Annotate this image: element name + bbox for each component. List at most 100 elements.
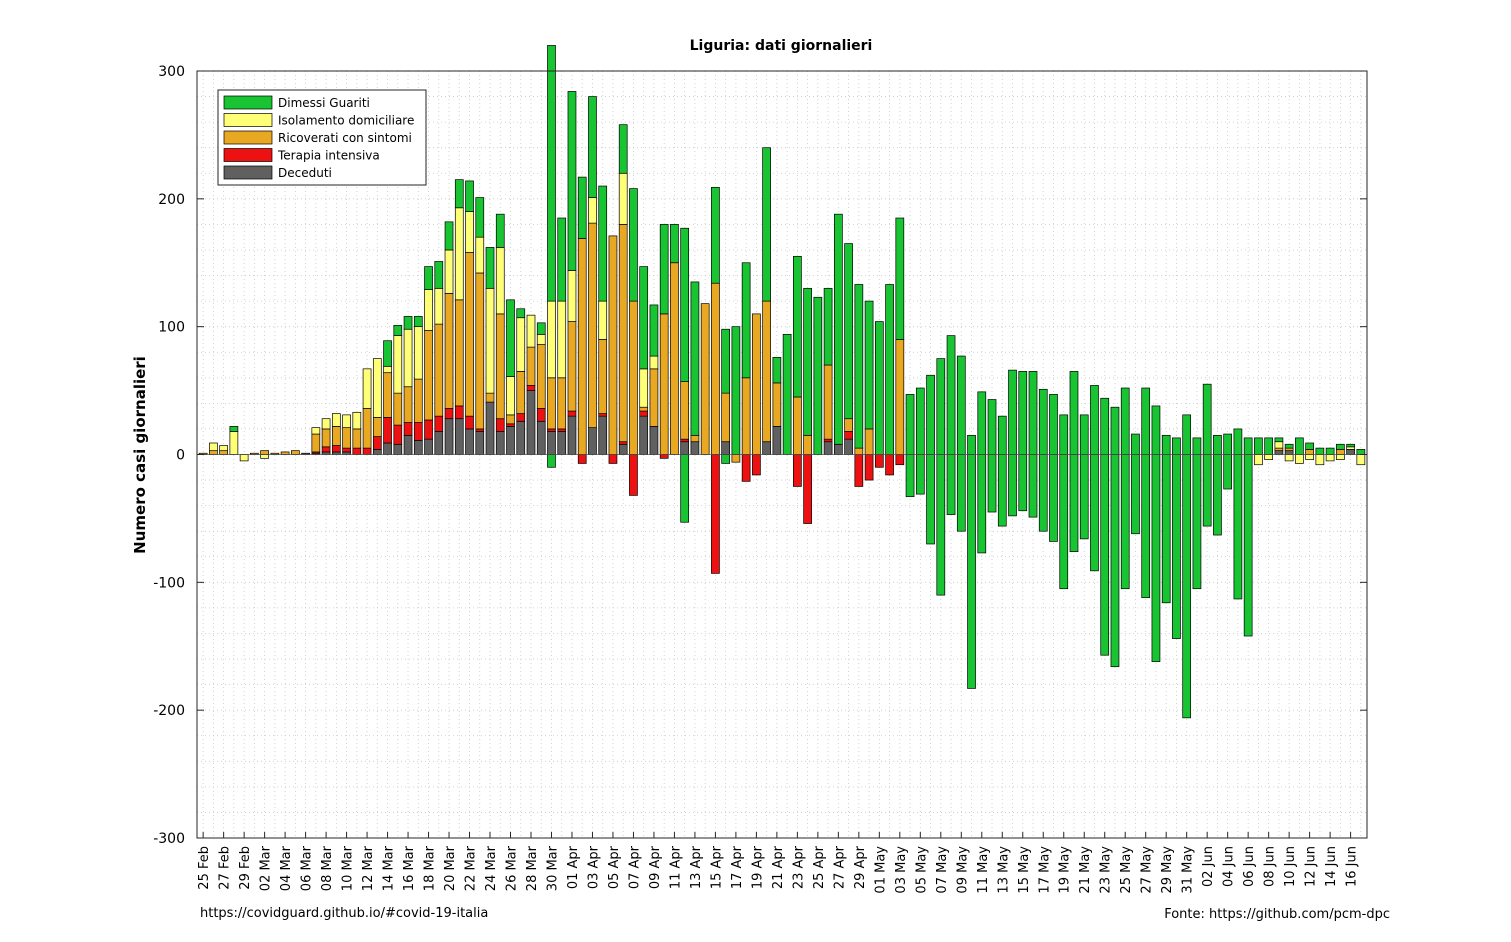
bar-dimessi-guariti [926, 454, 935, 545]
bar-terapia-intensiva [659, 454, 669, 459]
bar-dimessi-guariti [680, 227, 690, 382]
y-axis-label: Numero casi giornalieri [131, 356, 149, 554]
x-tick-label: 07 May [935, 846, 950, 894]
legend-swatch [223, 148, 273, 162]
bar-ricoverati [506, 414, 515, 425]
y-tick-label: 100 [158, 320, 185, 336]
bar-dimessi-guariti [1090, 385, 1099, 455]
x-tick-label: 14 Jun [1324, 846, 1339, 887]
x-tick-label: 03 May [894, 846, 909, 894]
x-tick-label: 06 Mar [300, 845, 315, 891]
bar-isolamento [260, 454, 269, 459]
bar-deceduti [465, 428, 474, 455]
bar-ricoverati [342, 427, 351, 449]
bar-ricoverati [516, 371, 526, 414]
bar-ricoverati [711, 282, 720, 455]
x-tick-label: 24 Mar [484, 845, 499, 891]
bar-deceduti [454, 418, 464, 455]
bar-terapia-intensiva [424, 419, 433, 440]
bar-dimessi-guariti [598, 185, 608, 302]
bar-dimessi-guariti [1243, 454, 1253, 637]
legend-label: Deceduti [278, 166, 332, 180]
bar-terapia-intensiva [403, 422, 413, 436]
bar-ricoverati [895, 339, 905, 455]
bar-dimessi-guariti [823, 287, 833, 366]
x-tick-label: 26 Mar [505, 845, 520, 891]
bars [197, 45, 1367, 719]
bar-isolamento [403, 328, 413, 388]
bar-isolamento [536, 333, 546, 345]
x-tick-label: 29 Apr [853, 845, 868, 889]
bar-isolamento [1254, 454, 1263, 466]
bar-ricoverati [752, 313, 761, 455]
bar-terapia-intensiva [372, 436, 382, 450]
x-tick-label: 23 May [1099, 846, 1114, 894]
x-tick-label: 27 Feb [218, 846, 233, 890]
bar-dimessi-guariti [383, 340, 392, 367]
bar-dimessi-guariti [905, 454, 915, 498]
bar-dimessi-guariti [895, 217, 905, 340]
x-tick-label: 25 May [1119, 846, 1134, 894]
bar-dimessi-guariti [782, 333, 792, 455]
bar-isolamento [1295, 454, 1304, 464]
bar-ricoverati [362, 408, 372, 449]
bar-dimessi-guariti [1346, 443, 1355, 448]
bar-isolamento [434, 287, 444, 325]
x-tick-label: 15 May [1017, 846, 1032, 894]
bar-dimessi-guariti [618, 124, 628, 174]
bar-isolamento [1336, 454, 1345, 460]
bar-dimessi-guariti [946, 335, 956, 455]
bar-ricoverati [495, 313, 505, 420]
bar-dimessi-guariti [793, 256, 802, 398]
bar-ricoverati [803, 434, 812, 455]
bar-ricoverati [844, 418, 853, 432]
bar-deceduti [475, 431, 485, 455]
bar-dimessi-guariti [1192, 454, 1202, 590]
x-tick-label: 30 Mar [545, 845, 560, 891]
bar-dimessi-guariti [1151, 454, 1161, 662]
bar-isolamento [1284, 454, 1294, 462]
bar-dimessi-guariti [690, 281, 700, 436]
bar-terapia-intensiva [711, 454, 720, 574]
bar-terapia-intensiva [629, 454, 638, 496]
legend-label: Isolamento domiciliare [278, 114, 414, 128]
bar-isolamento [588, 197, 597, 224]
bar-terapia-intensiva [598, 413, 608, 417]
bar-dimessi-guariti [967, 434, 976, 455]
bar-deceduti [434, 431, 444, 455]
bar-ricoverati [588, 222, 597, 429]
bar-terapia-intensiva [413, 422, 423, 441]
bar-dimessi-guariti [956, 355, 966, 455]
bar-ricoverati [1305, 449, 1314, 455]
bar-ricoverati [557, 377, 567, 430]
x-tick-label: 17 May [1037, 846, 1052, 894]
bar-dimessi-guariti [1018, 371, 1028, 455]
legend-swatch [223, 113, 273, 127]
bar-ricoverati [291, 450, 300, 455]
bar-isolamento [444, 249, 454, 294]
bar-terapia-intensiva [864, 454, 874, 481]
legend-swatch [223, 130, 273, 145]
bar-deceduti [495, 431, 505, 455]
bar-dimessi-guariti [1284, 443, 1294, 449]
bar-dimessi-guariti [936, 358, 946, 455]
bar-dimessi-guariti [1161, 434, 1171, 455]
bar-isolamento [219, 445, 228, 452]
bar-dimessi-guariti [1182, 414, 1192, 455]
bar-isolamento [516, 317, 526, 372]
bar-dimessi-guariti [772, 356, 782, 384]
bar-deceduti [403, 434, 413, 455]
bar-isolamento [239, 454, 249, 462]
bar-isolamento [342, 414, 351, 429]
bar-ricoverati [567, 321, 577, 412]
bar-dimessi-guariti [465, 180, 474, 212]
bar-dimessi-guariti [1069, 454, 1079, 553]
bar-terapia-intensiva [741, 454, 751, 482]
bar-ricoverati [311, 433, 321, 453]
bar-deceduti [424, 438, 433, 455]
bar-dimessi-guariti [997, 454, 1007, 527]
bar-deceduti [516, 420, 526, 455]
bar-dimessi-guariti [1141, 454, 1151, 599]
bar-terapia-intensiva [608, 454, 618, 464]
bar-ricoverati [854, 447, 864, 455]
